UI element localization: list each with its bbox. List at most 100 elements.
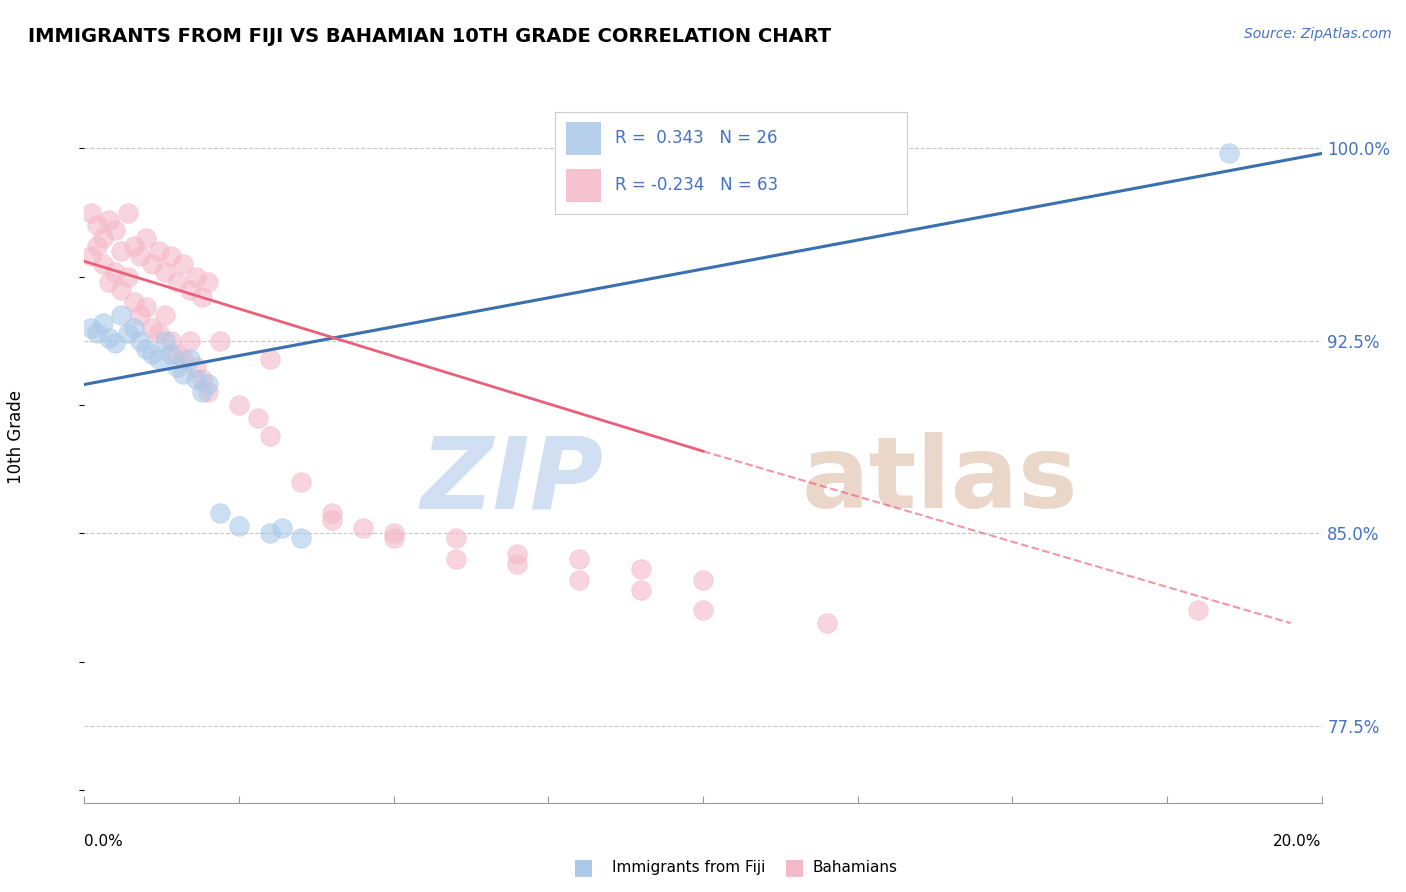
Point xyxy=(110,308,132,322)
Text: Source: ZipAtlas.com: Source: ZipAtlas.com xyxy=(1244,27,1392,41)
Point xyxy=(197,385,219,400)
Text: 0.0%: 0.0% xyxy=(84,834,124,848)
Point xyxy=(352,521,374,535)
Point xyxy=(166,359,188,374)
Point xyxy=(98,213,121,227)
Point xyxy=(228,398,250,412)
Point xyxy=(110,244,132,258)
Point xyxy=(191,385,214,400)
Point xyxy=(179,351,201,366)
Point xyxy=(141,346,163,360)
Point xyxy=(1187,603,1209,617)
Point xyxy=(179,283,201,297)
Point xyxy=(692,573,714,587)
Point xyxy=(179,334,201,348)
Point xyxy=(259,429,281,443)
Point xyxy=(129,334,152,348)
Text: Bahamians: Bahamians xyxy=(813,860,897,874)
Point xyxy=(382,526,405,541)
Point xyxy=(184,359,207,374)
Point xyxy=(86,326,108,340)
Point xyxy=(110,283,132,297)
Text: ■: ■ xyxy=(574,857,593,877)
Point xyxy=(129,249,152,263)
Point xyxy=(630,562,652,576)
Point xyxy=(191,290,214,304)
Point xyxy=(122,295,145,310)
Point xyxy=(122,239,145,253)
Point xyxy=(209,334,232,348)
Point xyxy=(148,351,170,366)
Point xyxy=(815,616,838,631)
Point xyxy=(153,334,176,348)
Point xyxy=(160,249,183,263)
Point xyxy=(91,316,114,330)
Point xyxy=(91,231,114,245)
Point xyxy=(153,308,176,322)
Point xyxy=(166,275,188,289)
Point xyxy=(271,521,294,535)
Point xyxy=(172,257,194,271)
Point xyxy=(506,557,529,571)
Point xyxy=(321,506,343,520)
Point xyxy=(191,372,214,386)
Point xyxy=(153,264,176,278)
Point xyxy=(166,346,188,360)
Point xyxy=(117,326,139,340)
Point xyxy=(79,205,101,219)
Point xyxy=(382,532,405,546)
Point xyxy=(135,301,157,315)
Point xyxy=(129,308,152,322)
Point xyxy=(148,244,170,258)
Point xyxy=(117,269,139,284)
Point xyxy=(259,526,281,541)
Point xyxy=(568,573,591,587)
Point xyxy=(172,351,194,366)
Point xyxy=(692,603,714,617)
Point xyxy=(209,506,232,520)
Point xyxy=(321,514,343,528)
Text: IMMIGRANTS FROM FIJI VS BAHAMIAN 10TH GRADE CORRELATION CHART: IMMIGRANTS FROM FIJI VS BAHAMIAN 10TH GR… xyxy=(28,27,831,45)
Point xyxy=(104,336,127,351)
Point xyxy=(444,532,467,546)
Point xyxy=(104,264,127,278)
Point xyxy=(228,518,250,533)
Point xyxy=(98,331,121,345)
Point xyxy=(79,249,101,263)
Point xyxy=(79,321,101,335)
Point xyxy=(246,410,269,425)
Point xyxy=(630,582,652,597)
Text: R =  0.343   N = 26: R = 0.343 N = 26 xyxy=(616,129,778,147)
Point xyxy=(135,231,157,245)
Point xyxy=(290,532,312,546)
Bar xyxy=(565,122,602,154)
Point xyxy=(86,219,108,233)
Point xyxy=(444,552,467,566)
Point xyxy=(135,342,157,356)
Point xyxy=(1218,146,1240,161)
Point xyxy=(184,269,207,284)
Point xyxy=(290,475,312,489)
Text: ZIP: ZIP xyxy=(420,433,605,530)
Text: 20.0%: 20.0% xyxy=(1274,834,1322,848)
Point xyxy=(197,377,219,392)
Point xyxy=(141,321,163,335)
Point xyxy=(86,239,108,253)
Point xyxy=(160,334,183,348)
Point xyxy=(172,368,194,382)
Text: R = -0.234   N = 63: R = -0.234 N = 63 xyxy=(616,177,779,194)
Point xyxy=(160,346,183,360)
Point xyxy=(117,205,139,219)
Point xyxy=(568,552,591,566)
Text: Immigrants from Fiji: Immigrants from Fiji xyxy=(612,860,765,874)
Point xyxy=(104,223,127,237)
Bar xyxy=(565,169,602,202)
Point xyxy=(122,321,145,335)
Point xyxy=(98,275,121,289)
Point xyxy=(184,372,207,386)
Text: ■: ■ xyxy=(785,857,804,877)
Text: atlas: atlas xyxy=(801,433,1078,530)
Point xyxy=(91,257,114,271)
Point xyxy=(141,257,163,271)
Point xyxy=(197,275,219,289)
